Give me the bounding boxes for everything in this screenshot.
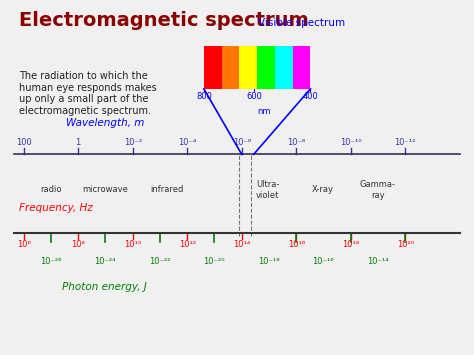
Text: 10⁻²²: 10⁻²² bbox=[149, 257, 171, 266]
Text: 10⁻²⁶: 10⁻²⁶ bbox=[40, 257, 62, 266]
Bar bbox=[257, 46, 275, 89]
Text: 10⁻⁴: 10⁻⁴ bbox=[178, 138, 196, 147]
Text: The radiation to which the
human eye responds makes
up only a small part of the
: The radiation to which the human eye res… bbox=[19, 71, 157, 116]
Text: 10⁶: 10⁶ bbox=[17, 240, 31, 249]
Text: 10⁻¹⁴: 10⁻¹⁴ bbox=[367, 257, 389, 266]
Text: 10¹⁴: 10¹⁴ bbox=[233, 240, 250, 249]
Text: Gamma-
ray: Gamma- ray bbox=[360, 180, 396, 200]
Text: 10⁻⁶: 10⁻⁶ bbox=[233, 138, 251, 147]
Text: Electromagnetic spectrum: Electromagnetic spectrum bbox=[19, 11, 309, 30]
Text: 10²⁰: 10²⁰ bbox=[397, 240, 414, 249]
Text: Wavelength, m: Wavelength, m bbox=[66, 118, 145, 128]
Text: 10¹⁶: 10¹⁶ bbox=[288, 240, 305, 249]
Text: Photon energy, J: Photon energy, J bbox=[62, 282, 146, 292]
Text: 10¹²: 10¹² bbox=[179, 240, 196, 249]
Bar bbox=[239, 46, 257, 89]
Text: 800: 800 bbox=[196, 92, 212, 101]
Bar bbox=[275, 46, 292, 89]
Text: infrared: infrared bbox=[150, 185, 183, 195]
Text: 600: 600 bbox=[246, 92, 262, 101]
Text: 10¹⁸: 10¹⁸ bbox=[342, 240, 359, 249]
Text: 100: 100 bbox=[16, 138, 32, 147]
Text: 1: 1 bbox=[75, 138, 81, 147]
Text: 400: 400 bbox=[302, 92, 319, 101]
Text: Ultra-
violet: Ultra- violet bbox=[256, 180, 280, 200]
Text: 10⁻²: 10⁻² bbox=[124, 138, 142, 147]
Text: X-ray: X-ray bbox=[311, 185, 333, 195]
Bar bbox=[293, 46, 310, 89]
Text: 10⁻¹²: 10⁻¹² bbox=[394, 138, 416, 147]
Text: Frequency, Hz: Frequency, Hz bbox=[19, 203, 93, 213]
Text: 10¹⁰: 10¹⁰ bbox=[124, 240, 141, 249]
Text: nm: nm bbox=[257, 106, 270, 115]
Text: 10⁻²⁰: 10⁻²⁰ bbox=[203, 257, 225, 266]
Text: radio: radio bbox=[40, 185, 62, 195]
Text: 10⁻⁸: 10⁻⁸ bbox=[287, 138, 305, 147]
Bar bbox=[204, 46, 221, 89]
Text: 10⁻¹⁰: 10⁻¹⁰ bbox=[340, 138, 362, 147]
Text: 10⁸: 10⁸ bbox=[71, 240, 85, 249]
Bar bbox=[221, 46, 239, 89]
Text: 10⁻¹⁸: 10⁻¹⁸ bbox=[258, 257, 280, 266]
Text: Visible spectrum: Visible spectrum bbox=[258, 18, 346, 28]
Text: 10⁻²⁴: 10⁻²⁴ bbox=[94, 257, 116, 266]
Text: 10⁻¹⁶: 10⁻¹⁶ bbox=[312, 257, 334, 266]
Text: microwave: microwave bbox=[82, 185, 128, 195]
